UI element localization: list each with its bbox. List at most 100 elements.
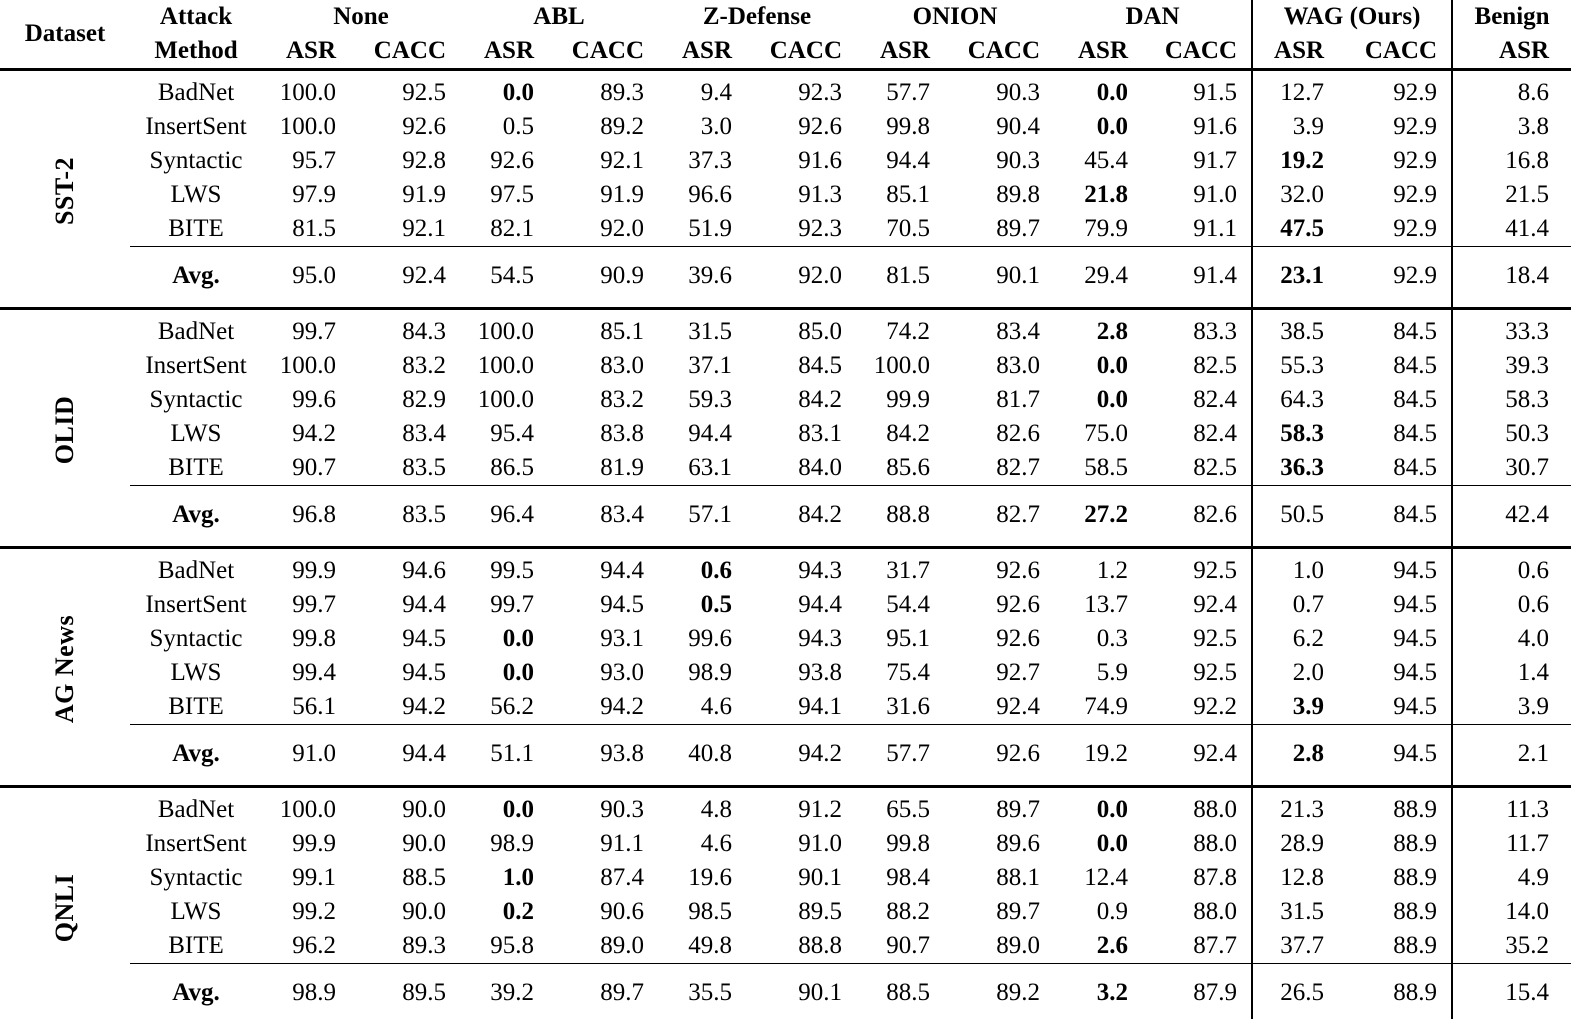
value-cell: 35.2 [1451, 929, 1571, 964]
value-cell: 82.5 [1193, 352, 1238, 379]
value-cell: 37.1 [688, 352, 732, 379]
value-cell: 31.7 [886, 557, 930, 584]
value-cell: 89.2 [600, 113, 644, 140]
value-cell: 82.6 [1142, 485, 1253, 548]
avg-label-cell: Avg. [130, 963, 262, 1019]
attack-method-cell: BadNet [157, 557, 235, 584]
dataset-label-text: AG News [50, 614, 79, 724]
value-cell: 90.4 [996, 113, 1041, 140]
value-cell: 4.6 [700, 693, 732, 720]
value-cell: 83.4 [548, 485, 658, 548]
value-cell: 88.9 [1393, 898, 1438, 925]
value-cell: 0.0 [1096, 386, 1129, 413]
dataset-label-text: SST-2 [49, 156, 79, 226]
col-group-none: None [333, 3, 389, 30]
value-cell: 92.2 [1193, 693, 1238, 720]
value-cell: 84.2 [886, 420, 930, 447]
value-cell: 92.6 [798, 113, 842, 140]
value-cell: 92.9 [1393, 181, 1438, 208]
attack-method-cell: LWS [170, 181, 222, 208]
value-cell: 100.0 [279, 352, 336, 379]
value-cell: 83.8 [600, 420, 644, 447]
table-row: LWS 99.2 90.0 0.2 90.6 98.5 89.5 88.2 89.7 0.9 88.… [0, 895, 1571, 929]
value-cell: 98.9 [490, 830, 534, 857]
value-cell: 98.4 [886, 864, 930, 891]
col-subheader-wag-ours-asr: ASR [1251, 34, 1339, 70]
value-cell: 2.1 [1451, 724, 1571, 787]
value-cell: 1.0 [502, 864, 534, 891]
table-row: SST-2 BadNet 100.0 92.5 0.0 89.3 9.4 92.3 57.7 90… [0, 69, 1571, 225]
col-subheader-onion-asr: ASR [879, 37, 930, 64]
value-cell: 84.5 [1393, 420, 1438, 447]
value-cell: 88.0 [1193, 898, 1238, 925]
value-cell: 0.0 [502, 796, 534, 823]
value-cell: 3.0 [700, 113, 732, 140]
value-cell: 3.9 [1251, 110, 1339, 144]
value-cell: 95.7 [292, 147, 336, 174]
value-cell: 92.6 [996, 557, 1041, 584]
value-cell: 89.8 [996, 181, 1041, 208]
value-cell: 99.6 [688, 625, 732, 652]
value-cell: 2.6 [1096, 932, 1129, 959]
value-cell: 96.8 [262, 485, 350, 548]
value-cell: 84.0 [798, 454, 842, 481]
value-cell: 99.5 [490, 557, 534, 584]
col-subheader-abl-cacc: CACC [571, 37, 644, 64]
dataset-label-olid: OLID [0, 309, 130, 548]
value-cell: 88.1 [996, 864, 1041, 891]
col-subheader-none-asr: ASR [285, 37, 336, 64]
value-cell: 0.5 [700, 591, 732, 618]
value-cell: 95.0 [262, 246, 350, 309]
value-cell: 82.4 [1193, 420, 1238, 447]
value-cell: 99.8 [292, 625, 336, 652]
value-cell: 100.0 [279, 113, 336, 140]
value-cell: 89.5 [798, 898, 842, 925]
value-cell: 6.2 [1251, 622, 1339, 656]
dataset-block-qnli: QNLI BadNet 100.0 90.0 0.0 90.3 4.8 91.2 65.5 89.… [0, 786, 1571, 1019]
value-cell: 94.2 [746, 724, 856, 787]
col-subheader-z-defense-asr: ASR [681, 37, 732, 64]
value-cell: 99.9 [886, 386, 930, 413]
table-row: Syntactic 99.6 82.9 100.0 83.2 59.3 84.2 99.9 81… [0, 383, 1571, 417]
value-cell: 12.4 [1084, 864, 1129, 891]
value-cell: 54.4 [886, 591, 930, 618]
value-cell: 39.3 [1451, 349, 1571, 383]
value-cell: 94.2 [600, 693, 644, 720]
value-cell: 92.6 [490, 147, 534, 174]
value-cell: 0.9 [1096, 898, 1129, 925]
value-cell: 82.1 [490, 215, 534, 242]
value-cell: 84.3 [402, 318, 446, 345]
col-header-attack-line1: Attack [159, 3, 233, 30]
value-cell: 85.1 [600, 318, 644, 345]
value-cell: 98.9 [688, 659, 732, 686]
value-cell: 92.6 [996, 625, 1041, 652]
table-row: BITE 81.5 92.1 82.1 92.0 51.9 92.3 70.5 89.7 79.9… [0, 212, 1571, 247]
avg-row: Avg. 95.0 92.4 54.5 90.9 39.6 92.0 81.5 90.1 29.4… [0, 246, 1571, 309]
value-cell: 57.7 [856, 724, 944, 787]
value-cell: 89.3 [600, 79, 644, 106]
col-group-onion: ONION [912, 3, 998, 30]
value-cell: 31.5 [688, 318, 732, 345]
dataset-label-qnli: QNLI [0, 787, 130, 1019]
value-cell: 12.7 [1251, 69, 1339, 110]
value-cell: 83.2 [402, 352, 446, 379]
attack-method-cell: BadNet [157, 318, 235, 345]
value-cell: 1.4 [1451, 656, 1571, 690]
value-cell: 14.0 [1451, 895, 1571, 929]
value-cell: 94.5 [1338, 724, 1453, 787]
value-cell: 21.5 [1451, 178, 1571, 212]
value-cell: 99.7 [292, 318, 336, 345]
value-cell: 100.0 [873, 352, 930, 379]
value-cell: 3.9 [1251, 690, 1339, 725]
avg-row: Avg. 91.0 94.4 51.1 93.8 40.8 94.2 57.7 92.6 19.2… [0, 724, 1571, 787]
value-cell: 92.6 [996, 591, 1041, 618]
value-cell: 63.1 [688, 454, 732, 481]
value-cell: 89.0 [996, 932, 1041, 959]
table-row: BITE 96.2 89.3 95.8 89.0 49.8 88.8 90.7 89.0 2.6 8… [0, 929, 1571, 964]
value-cell: 36.3 [1251, 451, 1339, 486]
value-cell: 2.8 [1096, 318, 1129, 345]
value-cell: 92.9 [1393, 215, 1438, 242]
value-cell: 0.0 [1096, 830, 1129, 857]
value-cell: 41.4 [1451, 212, 1571, 247]
value-cell: 92.9 [1393, 113, 1438, 140]
